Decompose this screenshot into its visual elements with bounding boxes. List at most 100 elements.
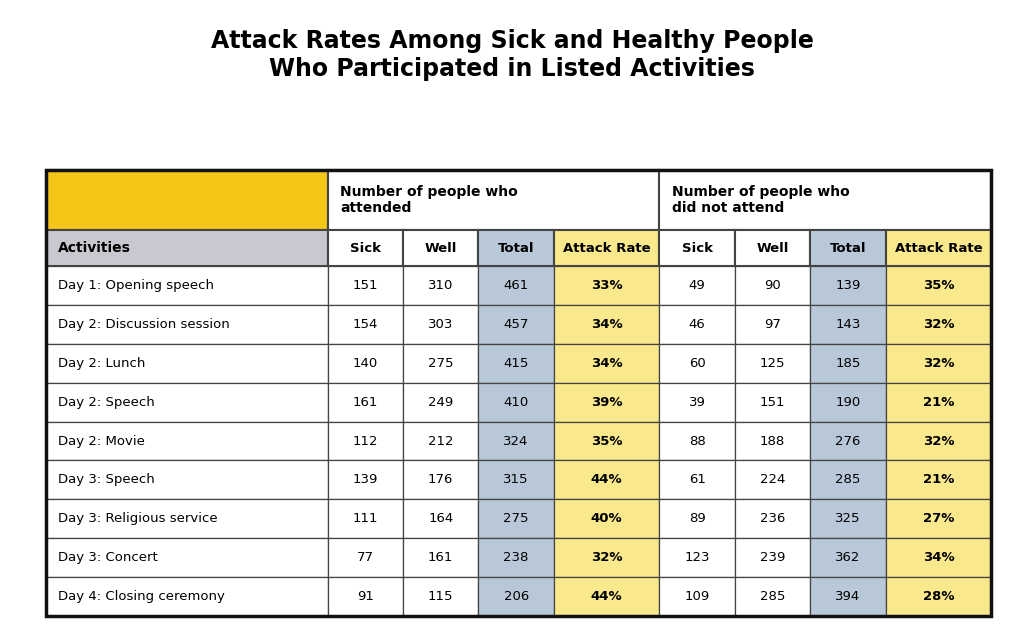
Text: 236: 236 [760, 512, 785, 525]
Text: Attack Rate: Attack Rate [895, 242, 982, 255]
Text: 39%: 39% [591, 396, 623, 409]
FancyBboxPatch shape [328, 383, 403, 422]
FancyBboxPatch shape [735, 230, 810, 266]
FancyBboxPatch shape [403, 499, 478, 538]
FancyBboxPatch shape [735, 538, 810, 577]
Text: 123: 123 [684, 551, 710, 564]
Text: 176: 176 [428, 474, 454, 486]
FancyBboxPatch shape [403, 266, 478, 305]
Text: 285: 285 [836, 474, 860, 486]
FancyBboxPatch shape [810, 344, 886, 383]
FancyBboxPatch shape [886, 230, 991, 266]
Text: 139: 139 [836, 279, 860, 292]
Text: 49: 49 [689, 279, 706, 292]
Text: 40%: 40% [591, 512, 623, 525]
Text: 44%: 44% [591, 590, 623, 603]
Text: 27%: 27% [923, 512, 954, 525]
FancyBboxPatch shape [478, 266, 554, 305]
FancyBboxPatch shape [886, 266, 991, 305]
Text: 457: 457 [504, 318, 528, 331]
Text: 125: 125 [760, 357, 785, 370]
Text: 164: 164 [428, 512, 454, 525]
FancyBboxPatch shape [735, 499, 810, 538]
Text: 91: 91 [357, 590, 374, 603]
FancyBboxPatch shape [554, 499, 659, 538]
FancyBboxPatch shape [810, 422, 886, 460]
FancyBboxPatch shape [735, 344, 810, 383]
FancyBboxPatch shape [659, 577, 735, 616]
Text: 275: 275 [428, 357, 454, 370]
Text: 410: 410 [504, 396, 528, 409]
FancyBboxPatch shape [328, 538, 403, 577]
Text: Well: Well [425, 242, 457, 255]
Text: 32%: 32% [591, 551, 623, 564]
FancyBboxPatch shape [554, 305, 659, 344]
Text: 154: 154 [352, 318, 378, 331]
FancyBboxPatch shape [735, 577, 810, 616]
FancyBboxPatch shape [886, 305, 991, 344]
Text: Well: Well [757, 242, 788, 255]
Text: 394: 394 [836, 590, 860, 603]
FancyBboxPatch shape [328, 170, 659, 230]
Text: 61: 61 [689, 474, 706, 486]
Text: 238: 238 [504, 551, 528, 564]
Text: 32%: 32% [923, 357, 954, 370]
Text: 161: 161 [352, 396, 378, 409]
Text: 139: 139 [352, 474, 378, 486]
Text: 21%: 21% [923, 396, 954, 409]
FancyBboxPatch shape [659, 422, 735, 460]
FancyBboxPatch shape [886, 499, 991, 538]
Text: Day 4: Closing ceremony: Day 4: Closing ceremony [58, 590, 225, 603]
FancyBboxPatch shape [735, 305, 810, 344]
Text: 112: 112 [352, 435, 378, 447]
Text: 77: 77 [356, 551, 374, 564]
FancyBboxPatch shape [554, 344, 659, 383]
FancyBboxPatch shape [659, 266, 735, 305]
Text: 115: 115 [428, 590, 454, 603]
Text: 285: 285 [760, 590, 785, 603]
FancyBboxPatch shape [659, 499, 735, 538]
FancyBboxPatch shape [46, 230, 328, 266]
Text: 362: 362 [836, 551, 860, 564]
FancyBboxPatch shape [659, 460, 735, 499]
Text: 249: 249 [428, 396, 454, 409]
Text: 325: 325 [836, 512, 861, 525]
Text: Total: Total [829, 242, 866, 255]
FancyBboxPatch shape [554, 383, 659, 422]
Text: 21%: 21% [923, 474, 954, 486]
FancyBboxPatch shape [735, 266, 810, 305]
Text: 32%: 32% [923, 318, 954, 331]
FancyBboxPatch shape [886, 422, 991, 460]
FancyBboxPatch shape [478, 230, 554, 266]
FancyBboxPatch shape [403, 305, 478, 344]
Text: 88: 88 [689, 435, 706, 447]
FancyBboxPatch shape [328, 344, 403, 383]
FancyBboxPatch shape [659, 538, 735, 577]
Text: 212: 212 [428, 435, 454, 447]
FancyBboxPatch shape [810, 577, 886, 616]
FancyBboxPatch shape [886, 344, 991, 383]
FancyBboxPatch shape [46, 344, 328, 383]
Text: 415: 415 [504, 357, 528, 370]
FancyBboxPatch shape [403, 383, 478, 422]
Text: 60: 60 [689, 357, 706, 370]
Text: 97: 97 [764, 318, 781, 331]
Text: Day 3: Concert: Day 3: Concert [58, 551, 158, 564]
FancyBboxPatch shape [478, 422, 554, 460]
FancyBboxPatch shape [659, 230, 735, 266]
Text: 190: 190 [836, 396, 860, 409]
FancyBboxPatch shape [328, 422, 403, 460]
Text: 161: 161 [428, 551, 454, 564]
FancyBboxPatch shape [478, 499, 554, 538]
Text: 33%: 33% [591, 279, 623, 292]
Text: 34%: 34% [591, 318, 623, 331]
Text: 32%: 32% [923, 435, 954, 447]
FancyBboxPatch shape [328, 305, 403, 344]
FancyBboxPatch shape [403, 538, 478, 577]
Text: 310: 310 [428, 279, 454, 292]
Text: 143: 143 [836, 318, 860, 331]
FancyBboxPatch shape [46, 460, 328, 499]
Text: Attack Rate: Attack Rate [563, 242, 650, 255]
FancyBboxPatch shape [46, 499, 328, 538]
FancyBboxPatch shape [478, 460, 554, 499]
